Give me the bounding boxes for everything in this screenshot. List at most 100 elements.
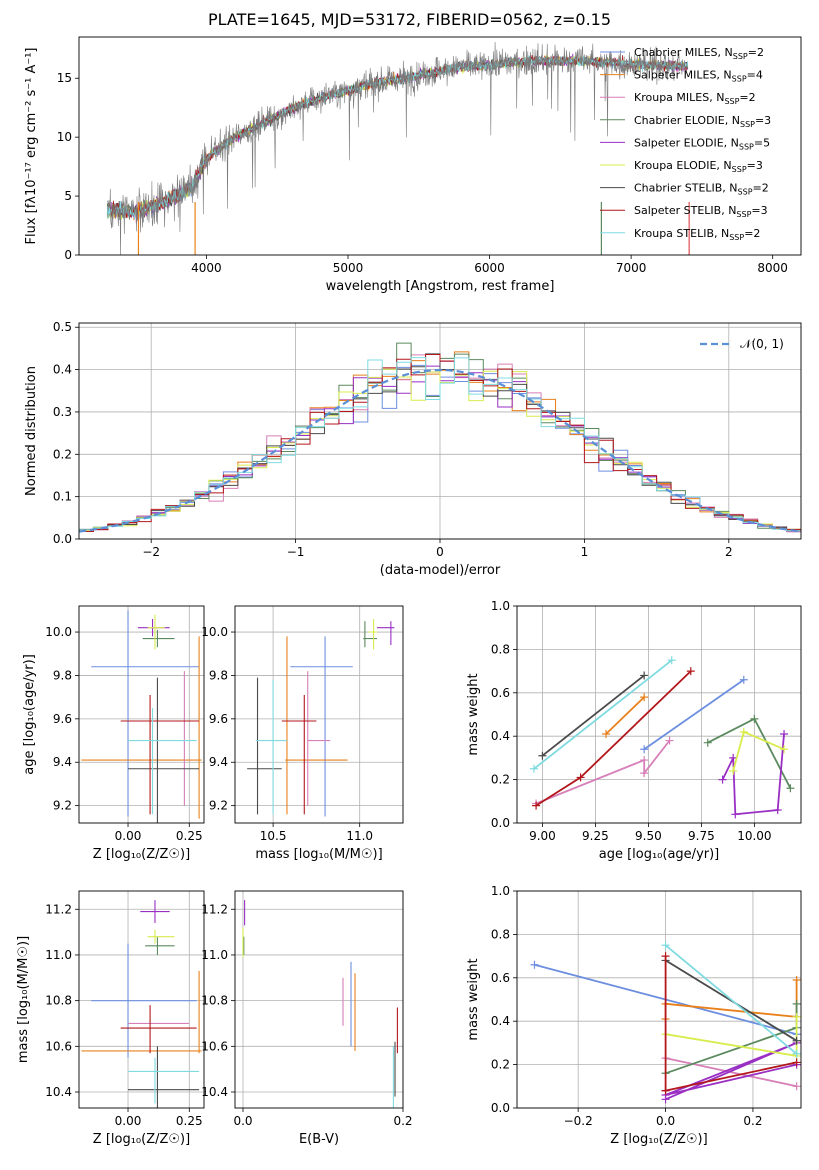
x-tick-label: −2 — [142, 545, 160, 559]
errorbar-salpeter-stelib — [120, 694, 200, 815]
weight-point-kroupa-elodie — [739, 727, 748, 736]
weight-point-chabrier-stelib — [792, 1036, 801, 1045]
x-tick-label: 0.0 — [656, 1114, 675, 1128]
weight-point-kroupa-miles — [792, 1082, 801, 1091]
weight-line-kroupa-miles — [665, 1057, 797, 1088]
legend-label-kroupa-stelib: Kroupa STELIB, NSSP=2 — [634, 227, 760, 242]
errorbar-salpeter-miles — [81, 970, 202, 1054]
weight-point-kroupa-elodie — [780, 745, 789, 754]
y-tick-label: 9.4 — [53, 755, 72, 769]
figure-title: PLATE=1645, MJD=53172, FIBERID=0562, z=0… — [207, 10, 612, 29]
y-tick-label: 9.8 — [53, 668, 72, 682]
x-tick-label: 5000 — [333, 261, 364, 275]
x-axis-label: mass [log₁₀(M/M☉)] — [255, 847, 382, 862]
x-tick-label: 8000 — [757, 261, 788, 275]
weight-point-chabrier-stelib — [640, 671, 649, 680]
panel-mass-vs-EBV: 0.0 0.2 10.4 10.6 10.8 11.0 11.2 E(B-V) — [201, 890, 413, 1147]
x-tick-label: 2 — [725, 545, 733, 559]
y-tick-label: 0.2 — [491, 773, 510, 787]
x-tick-label: 0 — [436, 545, 444, 559]
x-tick-label: 0.2 — [393, 1114, 412, 1128]
y-tick-label: 0.8 — [491, 927, 510, 941]
y-axis-label: mass [log₁₀(M/M☉)] — [16, 936, 31, 1063]
weight-point-chabrier-elodie — [750, 714, 759, 723]
legend-label-kroupa-miles: Kroupa MILES, NSSP=2 — [634, 91, 756, 106]
weight-point-kroupa-elodie — [729, 766, 738, 775]
y-tick-label: 1.0 — [491, 599, 510, 613]
weight-line-kroupa-stelib — [533, 659, 673, 770]
x-tick-label: 0.0 — [233, 1114, 252, 1128]
panel-age-vs-Z: 0.00 0.25 9.2 9.4 9.6 9.8 10.0 Z [log₁₀(Z/Z☉)] a… — [22, 605, 205, 862]
weight-line-kroupa-miles — [535, 739, 671, 805]
normal-reference-curve — [79, 368, 799, 533]
legend-label-normal: 𝒩(0, 1) — [740, 337, 784, 351]
plot-area — [247, 619, 395, 817]
y-tick-label: 9.6 — [209, 712, 228, 726]
y-tick-label: 10.0 — [45, 625, 72, 639]
errorbar-chabrier-miles — [91, 943, 197, 1058]
y-tick-label: 0.6 — [491, 971, 510, 985]
weight-point-salpeter-elodie — [780, 730, 789, 739]
x-axis-label: E(B-V) — [299, 1132, 339, 1147]
x-tick-label: 0.25 — [176, 829, 203, 843]
axes-frame — [78, 36, 802, 256]
weight-line-kroupa-stelib — [665, 944, 798, 1055]
weight-line-chabrier-stelib — [541, 674, 645, 757]
x-axis-label: Z [log₁₀(Z/Z☉)] — [93, 847, 190, 862]
weight-point-salpeter-stelib — [532, 801, 541, 810]
y-tick-label: 0.0 — [491, 1101, 510, 1115]
weight-line-kroupa-elodie — [732, 730, 785, 772]
errorbar-kroupa-elodie — [147, 614, 165, 650]
errorbar-kroupa-stelib — [255, 679, 287, 815]
y-tick-label: 0 — [64, 248, 72, 262]
y-axis-label: mass weight — [466, 673, 481, 755]
weight-point-kroupa-stelib — [529, 764, 538, 773]
errorbar-kroupa-elodie — [368, 619, 378, 650]
weight-line-salpeter-stelib — [535, 670, 692, 807]
y-tick-label: 1.0 — [491, 884, 510, 898]
errorbar-chabrier-stelib — [128, 1046, 200, 1108]
y-tick-label: 0.1 — [53, 490, 72, 504]
errorbar-kroupa-miles — [307, 671, 331, 806]
y-tick-label: 0.5 — [53, 320, 72, 334]
y-tick-label: 0.4 — [491, 729, 510, 743]
axes-frame — [516, 890, 802, 1109]
y-tick-label: 10.6 — [45, 1039, 72, 1053]
x-tick-label: 6000 — [474, 261, 505, 275]
x-tick-label: −0.2 — [564, 1114, 593, 1128]
y-tick-label: 0.4 — [53, 363, 72, 377]
y-axis-label: Flux [fλ10⁻¹⁷ erg cm⁻² s⁻¹ A⁻¹] — [24, 48, 39, 245]
plot-area — [106, 41, 690, 255]
errorbar-kroupa-stelib — [128, 707, 197, 815]
errorbar-chabrier-miles — [91, 610, 200, 817]
axes-frame — [78, 605, 205, 824]
panel-mass-weight-vs-Z: −0.2 0.0 0.2 0.0 0.2 0.4 0.6 0.8 1.0 Z [log₁₀(Z/Z… — [466, 884, 802, 1147]
weight-point-chabrier-stelib — [538, 751, 547, 760]
legend-label-salpeter-stelib: Salpeter STELIB, NSSP=3 — [634, 204, 768, 219]
legend-label-chabrier-miles: Chabrier MILES, NSSP=2 — [634, 46, 764, 61]
y-tick-label: 10.0 — [201, 625, 228, 639]
plot-area — [79, 342, 801, 533]
x-tick-label: −1 — [287, 545, 305, 559]
y-tick-label: 10.8 — [45, 994, 72, 1008]
y-tick-label: 9.4 — [209, 755, 228, 769]
y-tick-label: 0.0 — [491, 816, 510, 830]
y-tick-label: 11.2 — [45, 902, 72, 916]
weight-point-salpeter-miles — [792, 975, 801, 984]
weight-point-salpeter-stelib — [661, 1086, 670, 1095]
weight-point-kroupa-stelib — [667, 656, 676, 665]
weight-line-salpeter-stelib — [664, 956, 797, 1092]
weight-point-chabrier-miles — [640, 745, 649, 754]
x-tick-label: 9.25 — [582, 829, 609, 843]
y-tick-label: 5 — [64, 189, 72, 203]
weight-point-salpeter-elodie — [731, 810, 740, 819]
x-axis-label: Z [log₁₀(Z/Z☉)] — [610, 1132, 707, 1147]
weight-point-chabrier-miles — [530, 960, 539, 969]
x-tick-label: 0.00 — [115, 1114, 142, 1128]
y-tick-label: 0.4 — [491, 1014, 510, 1028]
y-tick-label: 11.0 — [201, 948, 228, 962]
weight-point-kroupa-stelib — [661, 941, 670, 950]
panel-age-vs-mass: 10.5 11.0 9.2 9.4 9.6 9.8 10.0 mass [log₁₀(M/M☉… — [201, 605, 404, 862]
weight-point-salpeter-elodie — [718, 775, 727, 784]
